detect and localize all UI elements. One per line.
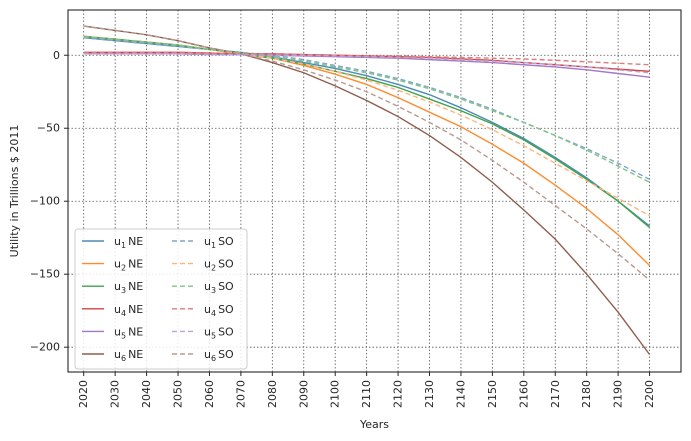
x-tick-label: 2130 (423, 380, 436, 408)
legend-entry-u1-ne: u1 NE (114, 235, 143, 250)
x-tick-label: 2060 (203, 380, 216, 408)
series-line-u6-ne (83, 25, 651, 355)
x-tick-label: 2080 (266, 380, 279, 408)
x-axis-title: Years (359, 418, 389, 431)
x-tick-label: 2200 (643, 380, 656, 408)
x-axis-ticks: 2020 2030 2040 2050 2060 2070 2080 2090 2100 2110… (77, 372, 656, 408)
x-tick-label: 2070 (234, 380, 247, 408)
y-tick-label: 0 (53, 49, 60, 62)
x-tick-label: 2190 (612, 380, 625, 408)
y-axis-ticks: 0 −50 −100 −150 −200 (30, 49, 68, 354)
x-tick-label: 2020 (77, 380, 90, 408)
x-tick-label: 2110 (360, 380, 373, 408)
legend-entry-u1-so: u1 SO (204, 235, 234, 250)
series-line-u5-so (83, 53, 650, 74)
x-tick-label: 2180 (580, 380, 593, 408)
legend-entry-u5-ne: u5 NE (114, 325, 143, 340)
series-line-u1-ne (83, 37, 650, 227)
plot-frame (67, 9, 682, 373)
legend-entry-u3-ne: u3 NE (114, 280, 143, 295)
y-axis-title: Utility in Trillions $ 2011 (8, 125, 21, 258)
legend-entry-u2-so: u2 SO (204, 258, 234, 273)
legend-entry-u5-so: u5 SO (204, 325, 234, 340)
x-tick-label: 2120 (392, 380, 405, 408)
legend-entry-u6-ne: u6 NE (114, 348, 143, 363)
legend-box (74, 228, 248, 370)
x-tick-label: 2140 (454, 380, 467, 408)
legend: u1 NE u2 NE u3 NE u4 NE u5 NE u6 NE u1 SO u2 SO u3 SO u4 SO… (74, 228, 248, 370)
series-line-u3-so (83, 35, 650, 183)
y-tick-label: −100 (30, 195, 60, 208)
series-line-u6-so (83, 25, 651, 281)
x-tick-label: 2150 (486, 380, 499, 408)
x-tick-label: 2040 (140, 380, 153, 408)
y-tick-label: −50 (37, 122, 60, 135)
legend-entry-u4-ne: u4 NE (114, 303, 143, 318)
x-tick-label: 2160 (517, 380, 530, 408)
x-tick-label: 2100 (329, 380, 342, 408)
series-line-u3-ne (83, 35, 651, 229)
legend-entry-u2-ne: u2 NE (114, 258, 143, 273)
x-tick-label: 2030 (109, 380, 122, 408)
x-tick-label: 2170 (549, 380, 562, 408)
series-line-u4-so (83, 51, 650, 66)
y-tick-label: −200 (30, 341, 60, 354)
series-line-u5-ne (83, 53, 650, 78)
legend-entry-u4-so: u4 SO (204, 303, 234, 318)
legend-entry-u6-so: u6 SO (204, 348, 234, 363)
x-tick-label: 2090 (297, 380, 310, 408)
series-lines (83, 25, 651, 355)
y-tick-label: −150 (30, 268, 60, 281)
x-tick-label: 2050 (172, 380, 185, 408)
legend-entry-u3-so: u3 SO (204, 280, 234, 295)
